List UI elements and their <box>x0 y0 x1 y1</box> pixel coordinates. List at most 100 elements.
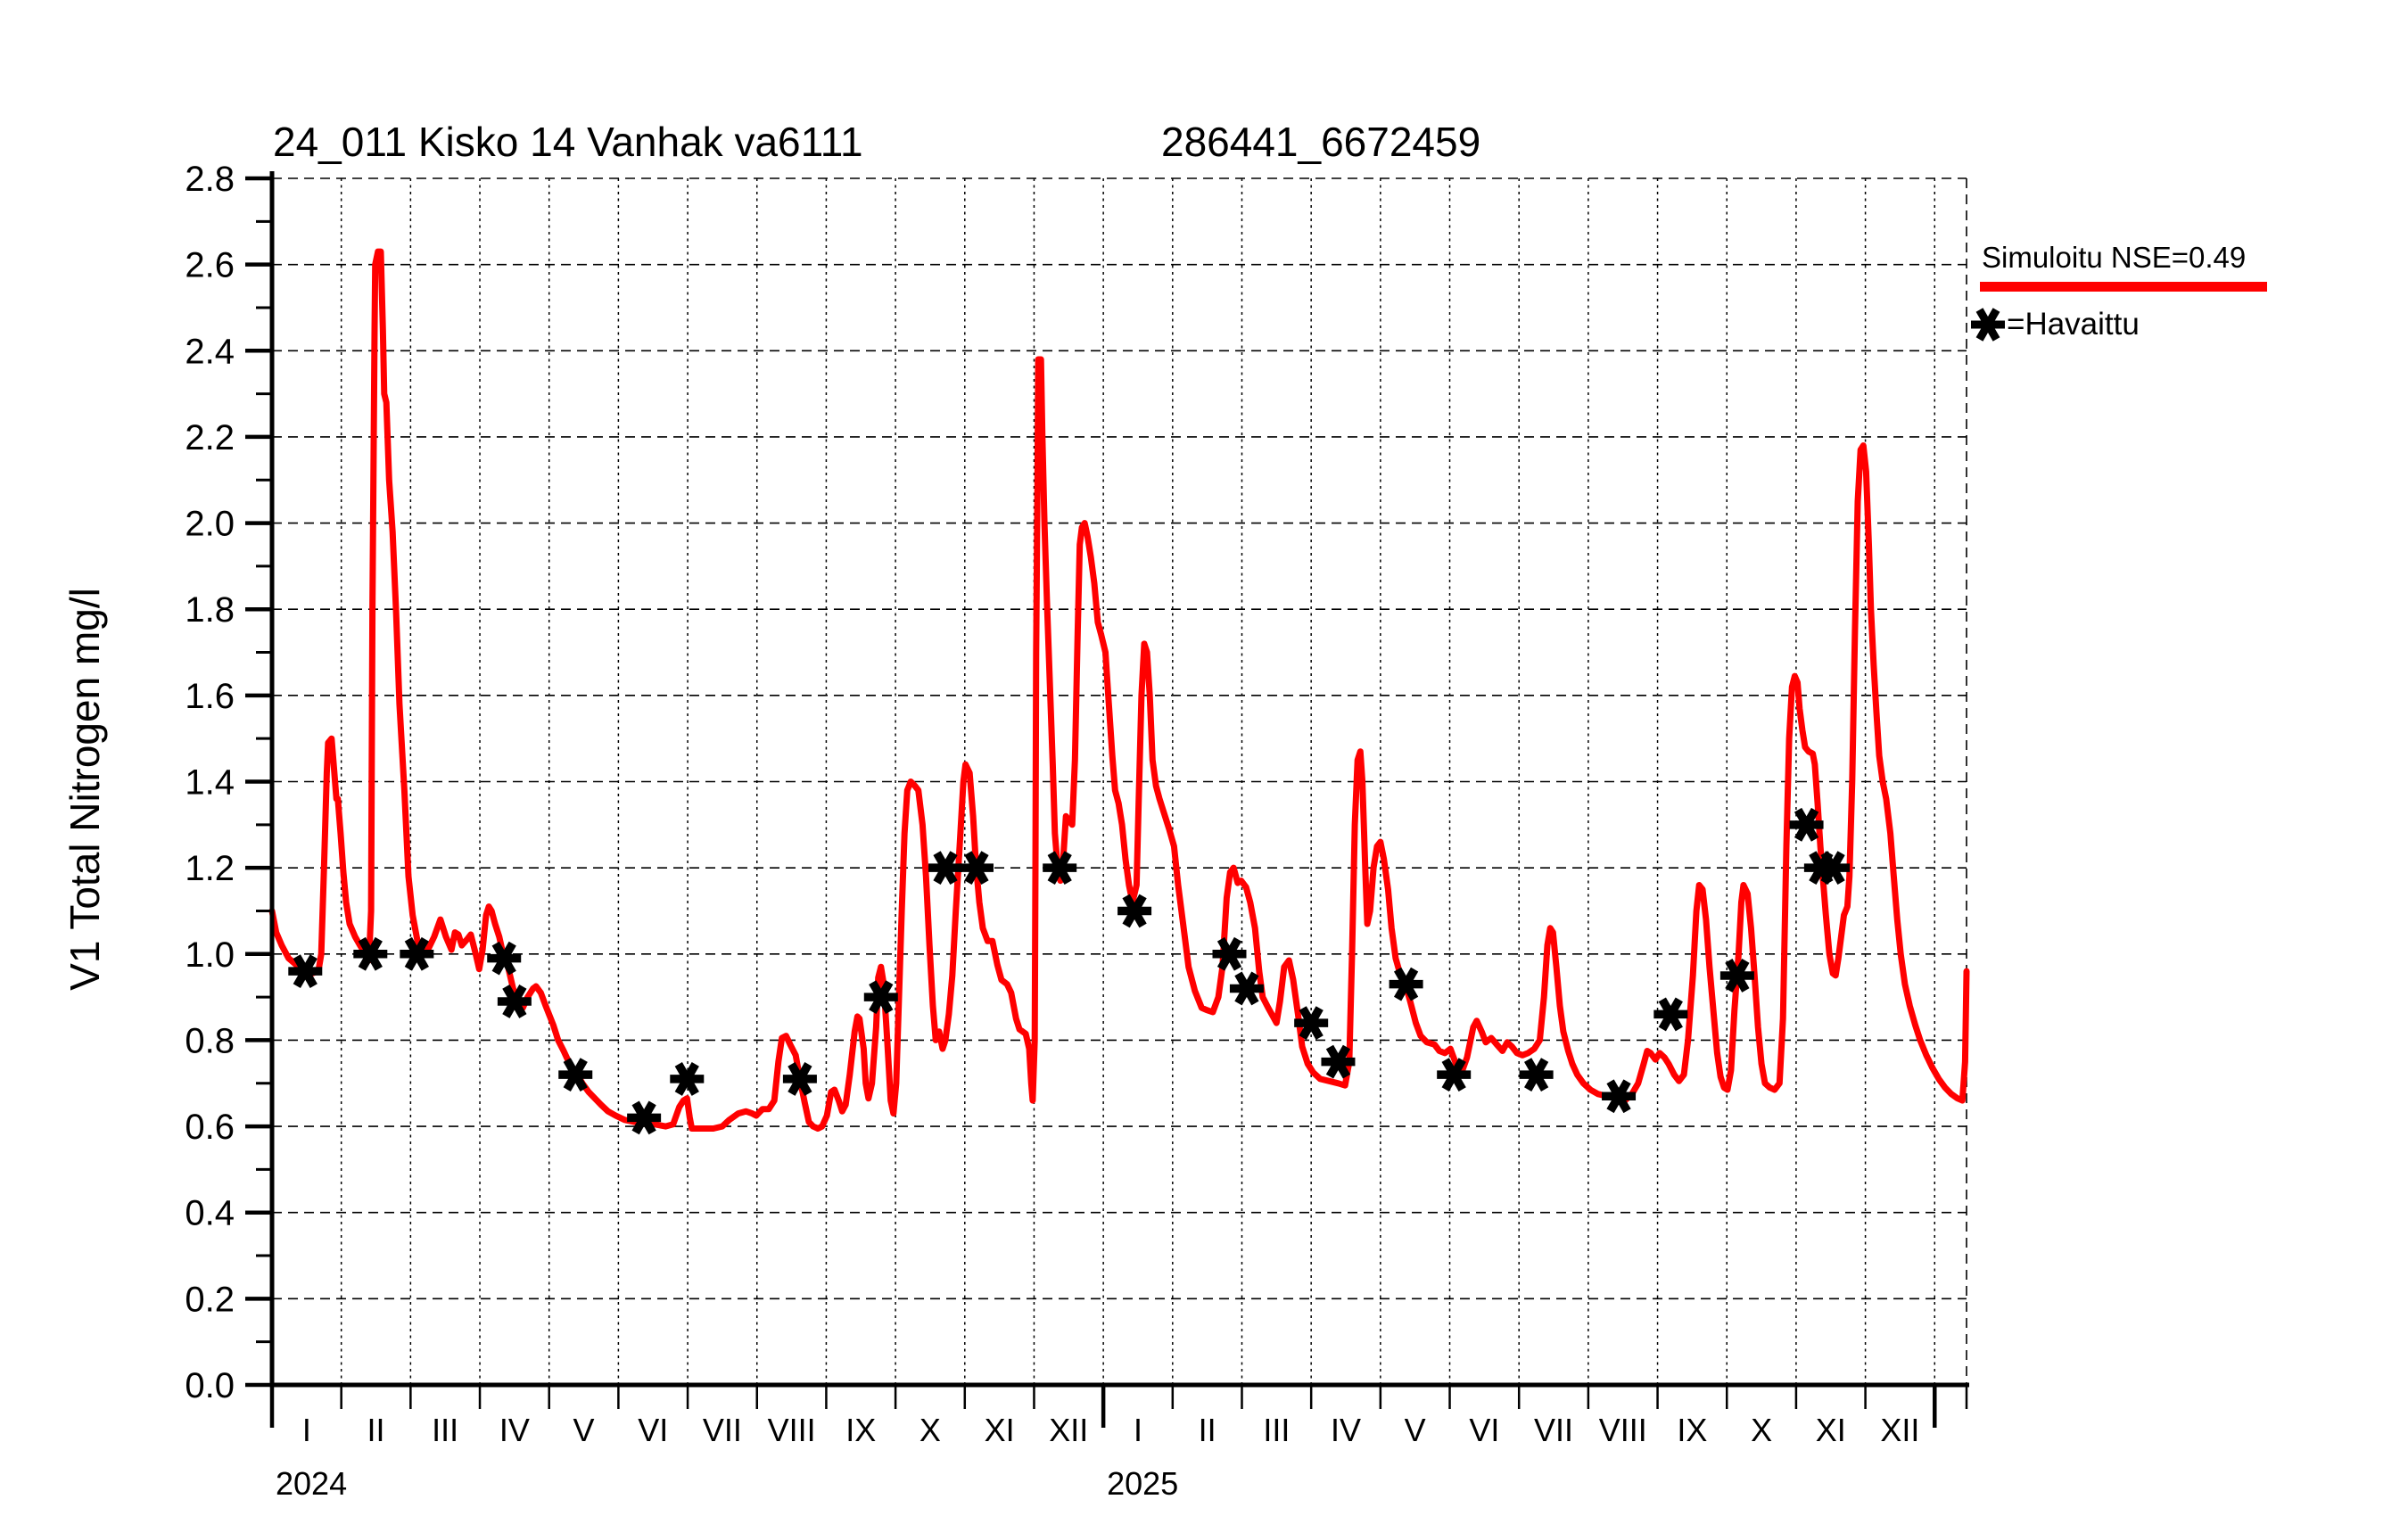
legend-observed-row: =Havaittu <box>1967 304 2396 345</box>
observed-marker <box>959 851 994 886</box>
asterisk-arm <box>1047 851 1072 886</box>
y-tick-label: 0.0 <box>185 1366 235 1405</box>
chart-title: 24_011 Kisko 14 Vanhak va6111 <box>273 119 863 165</box>
asterisk-arm <box>404 936 429 971</box>
x-month-label: XI <box>985 1412 1015 1448</box>
observed-marker <box>1117 894 1152 928</box>
x-month-label: I <box>1134 1412 1142 1448</box>
asterisk-marker-icon <box>1971 308 2005 342</box>
observed-marker <box>353 936 388 971</box>
x-month-label: VI <box>1469 1412 1499 1448</box>
observed-marker <box>1437 1058 1472 1092</box>
asterisk-arm <box>1216 936 1242 971</box>
x-month-label: XII <box>1049 1412 1088 1448</box>
observed-marker <box>1229 971 1264 1006</box>
asterisk-arm <box>293 954 317 989</box>
y-axis-title: V1 Total Nitrogen mg/l <box>62 588 108 991</box>
x-month-label: IV <box>499 1412 530 1448</box>
y-tick-label: 2.8 <box>185 160 235 199</box>
x-month-label: X <box>1751 1412 1772 1448</box>
asterisk-arm <box>491 941 516 976</box>
observed-marker <box>1789 807 1824 842</box>
asterisk-arm <box>502 985 527 1018</box>
x-year-label: 2025 <box>1107 1465 1178 1502</box>
asterisk-arm <box>631 1100 656 1135</box>
asterisk-arm <box>1393 967 1419 1001</box>
observed-marker <box>670 1062 705 1096</box>
observed-marker <box>1519 1058 1554 1092</box>
y-tick-label: 1.8 <box>185 590 235 630</box>
y-tick-label: 1.2 <box>185 849 235 888</box>
asterisk-arm <box>358 936 383 971</box>
observed-marker <box>782 1062 817 1096</box>
asterisk-arm <box>788 1062 812 1096</box>
asterisk-arm <box>1794 807 1819 842</box>
x-month-label: IV <box>1331 1412 1361 1448</box>
observed-marker <box>487 941 522 976</box>
x-month-label: XII <box>1880 1412 1919 1448</box>
x-month-label: V <box>573 1412 595 1448</box>
y-tick-label: 0.2 <box>185 1280 235 1319</box>
x-month-label: I <box>302 1412 311 1448</box>
x-month-label: VII <box>703 1412 742 1448</box>
observed-marker <box>928 851 963 886</box>
y-tick-label: 2.0 <box>185 505 235 544</box>
observed-marker <box>288 954 323 989</box>
asterisk-arm <box>1524 1058 1549 1092</box>
x-month-label: X <box>919 1412 941 1448</box>
observed-marker <box>558 1058 593 1092</box>
legend-observed-label: =Havaittu <box>2007 307 2140 342</box>
y-tick-label: 1.4 <box>185 763 235 803</box>
y-tick-label: 2.4 <box>185 332 235 371</box>
y-tick-label: 2.6 <box>185 246 235 285</box>
observed-marker <box>1653 997 1688 1032</box>
observed-marker <box>400 936 434 971</box>
asterisk-arm <box>933 851 958 886</box>
y-tick-label: 0.6 <box>185 1108 235 1147</box>
legend-simulated-line-swatch <box>1980 282 2267 292</box>
y-tick-label: 1.6 <box>185 677 235 716</box>
asterisk-arm <box>1325 1044 1351 1079</box>
asterisk-arm <box>1234 971 1259 1006</box>
asterisk-arm <box>1606 1079 1631 1114</box>
x-month-label: III <box>1263 1412 1290 1448</box>
simulated-line <box>268 248 1970 1132</box>
observed-marker <box>627 1100 662 1135</box>
observed-marker <box>497 985 532 1018</box>
x-month-label: VI <box>638 1412 668 1448</box>
x-month-label: IX <box>1677 1412 1707 1448</box>
observed-marker <box>1212 936 1247 971</box>
asterisk-arm <box>563 1058 588 1092</box>
y-tick-label: 0.8 <box>185 1021 235 1060</box>
x-month-label: III <box>432 1412 458 1448</box>
x-month-label: XI <box>1816 1412 1846 1448</box>
observed-marker <box>1321 1044 1356 1079</box>
asterisk-arm <box>1299 1006 1324 1040</box>
observed-marker <box>1043 851 1077 886</box>
legend: Simuloitu NSE=0.49 =Havaittu <box>1967 241 2396 345</box>
asterisk-arm <box>1725 959 1750 993</box>
asterisk-arm <box>1122 894 1147 928</box>
observed-marker <box>1816 851 1851 886</box>
asterisk-arm <box>1441 1058 1466 1092</box>
x-month-label: VII <box>1534 1412 1573 1448</box>
observed-marker <box>1389 967 1423 1001</box>
x-month-label: VIII <box>768 1412 816 1448</box>
observed-marker <box>1602 1079 1637 1114</box>
x-month-label: VIII <box>1599 1412 1647 1448</box>
chart-title-station-id: 286441_6672459 <box>1161 119 1481 165</box>
x-year-label: 2024 <box>276 1465 347 1502</box>
asterisk-arm <box>674 1062 699 1096</box>
x-month-label: IX <box>845 1412 876 1448</box>
y-tick-label: 1.0 <box>185 935 235 975</box>
legend-simulated-label: Simuloitu NSE=0.49 <box>1982 241 2247 274</box>
asterisk-arm <box>964 851 989 886</box>
chart-title-row: 24_011 Kisko 14 Vanhak va6111 286441_667… <box>0 118 2408 168</box>
observed-marker <box>863 980 898 1015</box>
x-month-label: II <box>1199 1412 1216 1448</box>
y-tick-label: 2.2 <box>185 418 235 457</box>
x-month-label: II <box>367 1412 385 1448</box>
y-tick-label: 0.4 <box>185 1194 235 1233</box>
x-month-label: V <box>1405 1412 1426 1448</box>
